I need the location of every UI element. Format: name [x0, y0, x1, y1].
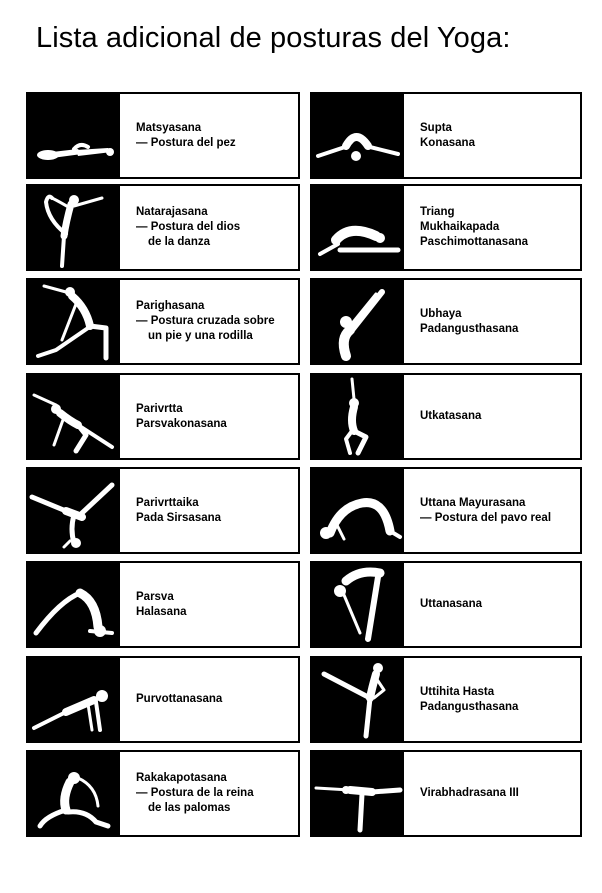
pose-description: de la danza	[148, 236, 210, 248]
pose-description: — Postura cruzada sobre	[136, 315, 275, 327]
pose-description: — Postura del pez	[136, 136, 236, 149]
standing-forward-bend-icon	[310, 561, 404, 648]
revolved-leg-behind-head-icon	[26, 467, 120, 554]
pose-name: Utkatasana	[420, 410, 482, 422]
pose-description: — Postura del dios	[136, 221, 241, 233]
pose-name: Virabhadrasana III	[420, 787, 519, 799]
pose-name: Parivrttaika	[136, 496, 199, 509]
pose-description: un pie y una rodilla	[148, 330, 253, 342]
warrior-three-icon	[310, 750, 404, 837]
side-plough-icon	[26, 561, 120, 648]
pose-card-virabhadrasana-iii: Virabhadrasana III	[310, 750, 582, 837]
fish-pose-icon	[26, 92, 120, 179]
pose-name: Uttihita Hasta	[420, 685, 495, 698]
pose-name: Halasana	[136, 605, 187, 618]
dancer-pose-icon	[26, 184, 120, 271]
pose-name: Natarajasana	[136, 206, 208, 218]
pose-name: Parighasana	[136, 300, 205, 312]
reclining-angle-icon	[310, 92, 404, 179]
both-big-toes-icon	[310, 278, 404, 365]
pose-name: Parsvakonasana	[136, 417, 227, 430]
pose-card-natarajasana: Natarajasana — Postura del dios de la da…	[26, 184, 300, 271]
pose-name: Padangusthasana	[420, 700, 519, 713]
pose-name: Rakakapotasana	[136, 772, 227, 784]
pose-name: Padangusthasana	[420, 322, 519, 335]
pose-card-purvottanasana: Purvottanasana	[26, 656, 300, 743]
pose-card-ubhaya-padangusthasana: Ubhaya Padangusthasana	[310, 278, 582, 365]
pose-name: Supta	[420, 121, 452, 134]
pose-name: Uttanasana	[420, 598, 482, 610]
gate-pose-icon	[26, 278, 120, 365]
pose-card-parivrtta-parsvakonasana: Parivrtta Parsvakonasana	[26, 373, 300, 460]
pose-name: Purvottanasana	[136, 693, 223, 705]
seated-forward-bend-icon	[310, 184, 404, 271]
pose-card-parsva-halasana: Parsva Halasana	[26, 561, 300, 648]
pose-description: — Postura de la reina	[136, 787, 254, 799]
pose-name: Paschimottanasana	[420, 236, 529, 248]
pose-card-supta-konasana: Supta Konasana	[310, 92, 582, 179]
pose-card-uttana-mayurasana: Uttana Mayurasana — Postura del pavo rea…	[310, 467, 582, 554]
revolved-side-angle-icon	[26, 373, 120, 460]
pose-card-parivrttaika-pada-sirsasana: Parivrttaika Pada Sirsasana	[26, 467, 300, 554]
pose-name: Pada Sirsasana	[136, 511, 222, 524]
pose-description: de las palomas	[148, 802, 231, 814]
bridge-pose-icon	[310, 467, 404, 554]
pose-card-parighasana: Parighasana — Postura cruzada sobre un p…	[26, 278, 300, 365]
upward-plank-icon	[26, 656, 120, 743]
pose-name: Mukhaikapada	[420, 221, 500, 233]
pose-name: Triang	[420, 206, 455, 218]
pose-name: Parivrtta	[136, 402, 183, 415]
pose-card-matsyasana: Matsyasana — Postura del pez	[26, 92, 300, 179]
page-title: Lista adicional de posturas del Yoga:	[36, 22, 511, 54]
pose-card-uttanasana: Uttanasana	[310, 561, 582, 648]
pose-name: Konasana	[420, 136, 475, 149]
pose-description: — Postura del pavo real	[420, 511, 552, 524]
king-pigeon-icon	[26, 750, 120, 837]
pose-card-uttihita-hasta-padangusthasana: Uttihita Hasta Padangusthasana	[310, 656, 582, 743]
pose-name: Uttana Mayurasana	[420, 496, 526, 509]
pose-card-utkatasana: Utkatasana	[310, 373, 582, 460]
extended-hand-to-toe-icon	[310, 656, 404, 743]
pose-card-rakakapotasana: Rakakapotasana — Postura de la reina de …	[26, 750, 300, 837]
pose-card-triang-mukhaikapada: Triang Mukhaikapada Paschimottanasana	[310, 184, 582, 271]
chair-pose-icon	[310, 373, 404, 460]
pose-name: Ubhaya	[420, 307, 462, 320]
pose-name: Matsyasana	[136, 121, 202, 134]
pose-name: Parsva	[136, 590, 174, 603]
